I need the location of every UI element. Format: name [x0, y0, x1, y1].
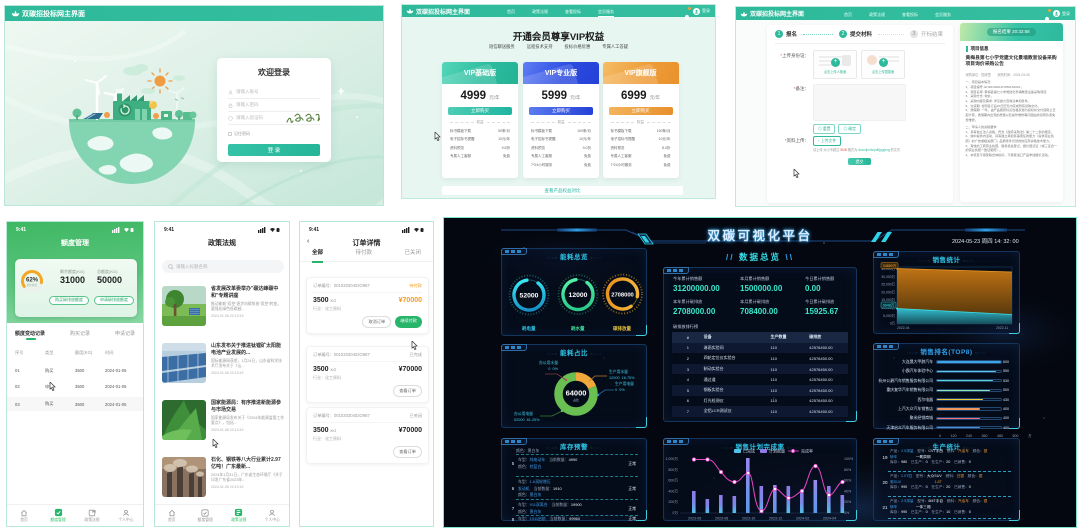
svg-text:80%: 80% — [844, 468, 852, 472]
svg-text:800万: 800万 — [668, 468, 678, 472]
svg-text:2022-04: 2022-04 — [897, 326, 910, 330]
svg-text:0%: 0% — [844, 511, 850, 515]
svg-text:600万: 600万 — [668, 479, 678, 483]
svg-text:占比: 占比 — [573, 397, 579, 402]
svg-text:400万: 400万 — [668, 489, 678, 493]
svg-text:62%: 62% — [26, 277, 39, 283]
svg-text:2708000: 2708000 — [611, 293, 634, 299]
svg-text:40%: 40% — [844, 489, 852, 493]
svg-text:34880万: 34880万 — [883, 264, 897, 268]
svg-text:200万: 200万 — [668, 500, 678, 504]
svg-text:5,000万: 5,000万 — [883, 314, 895, 318]
svg-text:0万: 0万 — [890, 322, 896, 326]
svg-text:100%: 100% — [844, 457, 854, 461]
svg-text:52000: 52000 — [520, 293, 539, 300]
svg-text:25,000万: 25,000万 — [881, 283, 895, 287]
svg-text:已完成: 已完成 — [743, 449, 755, 454]
svg-text:30,000万: 30,000万 — [881, 275, 895, 279]
svg-text:2023-12: 2023-12 — [769, 517, 782, 521]
svg-text:1,000万: 1,000万 — [665, 457, 678, 461]
svg-text:计划数量: 计划数量 — [769, 449, 785, 454]
svg-text:剩余额度: 剩余额度 — [27, 283, 38, 287]
svg-text:35,000万: 35,000万 — [881, 267, 895, 271]
svg-text:2023-10: 2023-10 — [742, 517, 755, 521]
svg-text:2023-08: 2023-08 — [715, 517, 728, 521]
svg-text:完成率: 完成率 — [801, 449, 813, 454]
svg-text:2022-11: 2022-11 — [996, 326, 1008, 330]
svg-text:20,000万: 20,000万 — [881, 290, 895, 294]
svg-text:9948万: 9948万 — [883, 303, 895, 307]
svg-text:0万: 0万 — [672, 511, 678, 515]
svg-text:20%: 20% — [844, 500, 852, 504]
svg-text:64000: 64000 — [566, 389, 587, 398]
svg-text:2024-04: 2024-04 — [823, 517, 836, 521]
svg-text:2024-02: 2024-02 — [796, 517, 809, 521]
svg-text:60%: 60% — [844, 479, 852, 483]
svg-text:2023-06: 2023-06 — [688, 517, 701, 521]
svg-text:12000: 12000 — [569, 292, 588, 299]
svg-text:15,000万: 15,000万 — [881, 298, 895, 302]
